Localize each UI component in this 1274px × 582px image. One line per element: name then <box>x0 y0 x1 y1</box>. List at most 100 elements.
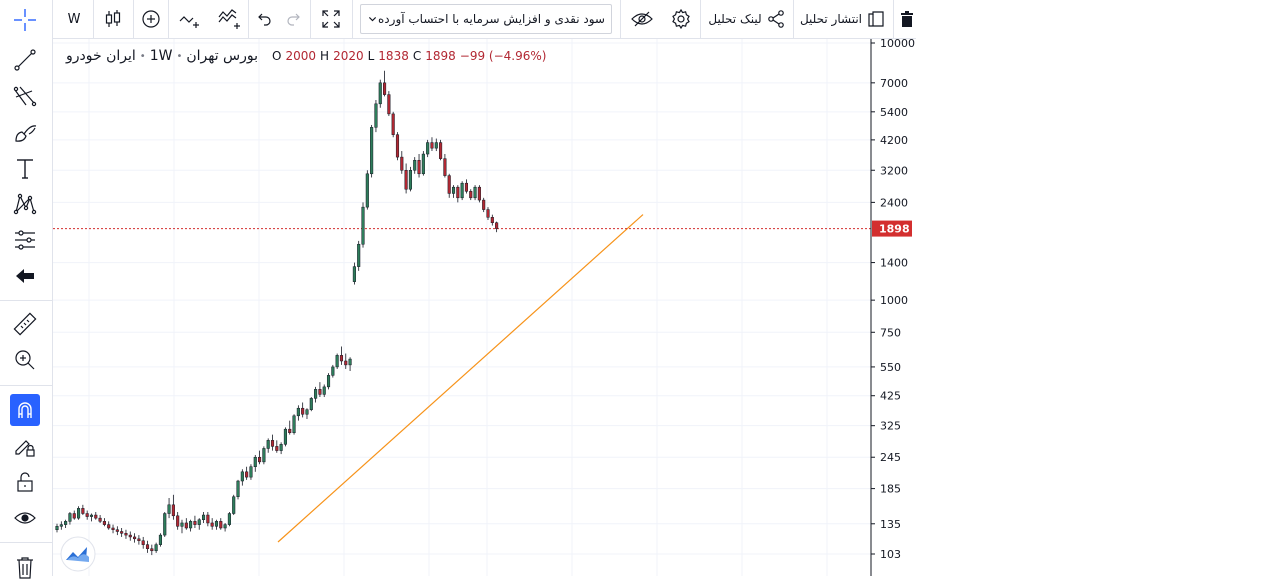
candle-body <box>214 521 219 527</box>
candle-body <box>378 82 382 105</box>
candle-body <box>133 536 137 540</box>
compare-button[interactable] <box>172 0 208 38</box>
candle <box>158 533 162 547</box>
trendline-drawing[interactable] <box>277 214 644 543</box>
candle <box>383 70 387 97</box>
candle-body <box>124 533 128 536</box>
back-tool[interactable] <box>8 260 42 292</box>
strategy-select[interactable]: سود نقدی و افزایش سرمایه با احتساب آورده <box>360 4 612 34</box>
interval-button[interactable]: W <box>56 0 92 38</box>
price-tick-label: 1400 <box>880 257 908 270</box>
candle <box>128 531 132 541</box>
publish-button[interactable]: انتشار تحلیل <box>797 0 889 38</box>
candle-body <box>89 514 94 517</box>
price-tick-label: 325 <box>880 420 901 433</box>
hide-all-drawings-button[interactable] <box>8 502 42 534</box>
remove-drawings-button[interactable] <box>8 550 42 582</box>
candle-body <box>150 548 154 552</box>
legend-open-label: O <box>272 49 282 63</box>
candle <box>115 526 119 536</box>
legend-symbol[interactable]: ایران خودرو <box>66 48 136 64</box>
candles-icon <box>105 10 121 27</box>
candle <box>201 512 206 523</box>
candle-body <box>464 182 468 192</box>
magnet-mode-button[interactable] <box>10 394 40 426</box>
candle <box>318 382 322 398</box>
candle-body <box>145 544 150 549</box>
chart-type-button[interactable] <box>96 0 130 38</box>
candle <box>141 536 145 549</box>
candle <box>387 91 391 117</box>
candle <box>426 139 430 158</box>
indicators-button[interactable] <box>212 0 246 38</box>
candle-body <box>283 428 287 445</box>
lock-all-drawings-button[interactable] <box>8 466 42 498</box>
pattern-icon <box>13 193 37 215</box>
candle <box>357 240 361 271</box>
candle-body <box>361 206 365 245</box>
crosshair-tool[interactable] <box>8 4 42 36</box>
candle-body <box>477 186 481 201</box>
price-chart[interactable]: 10000 7000 5400 4200 3200 2400 1400 1000 750 550 4… <box>53 39 915 576</box>
share-link-button[interactable]: لینک تحلیل <box>704 0 790 38</box>
pattern-tool[interactable] <box>8 188 42 220</box>
price-tick-label: 245 <box>880 451 901 464</box>
candle <box>460 181 464 201</box>
price-tick-label: 103 <box>880 548 901 561</box>
candle <box>55 523 59 533</box>
fib-tool[interactable] <box>8 80 42 112</box>
candle-body <box>219 521 223 529</box>
price-tick-label: 135 <box>880 518 901 531</box>
candle <box>68 512 72 525</box>
fib-icon <box>13 86 37 107</box>
candle <box>335 353 339 369</box>
legend-exchange: بورس تهران <box>186 48 259 64</box>
tradingview-logo-icon[interactable] <box>60 536 96 572</box>
candle <box>98 515 102 523</box>
add-indicator-button[interactable] <box>136 0 166 38</box>
current-price-tag: 1898 <box>872 220 912 237</box>
delete-button[interactable] <box>898 0 916 38</box>
settings-button[interactable] <box>664 0 698 38</box>
hide-drawings-button[interactable] <box>624 0 660 38</box>
candle-body <box>115 529 119 532</box>
price-tick-label: 2400 <box>880 196 908 209</box>
candle-body <box>301 407 305 415</box>
candle <box>482 197 486 213</box>
forecast-tool[interactable] <box>8 224 42 256</box>
candle <box>417 154 421 178</box>
keep-drawing-button[interactable] <box>8 430 42 462</box>
price-scale[interactable]: 10000 7000 5400 4200 3200 2400 1400 1000 750 550 4… <box>870 39 915 576</box>
fullscreen-button[interactable] <box>314 0 348 38</box>
redo-button[interactable] <box>280 0 306 38</box>
fullscreen-icon <box>322 10 340 28</box>
price-tick-label: 550 <box>880 361 901 374</box>
candle-body <box>331 366 335 376</box>
candle-body <box>314 389 318 399</box>
candle-body <box>391 113 395 135</box>
zoom-in-tool[interactable] <box>8 344 42 376</box>
price-tick-label: 7000 <box>880 77 908 90</box>
candle <box>361 202 365 248</box>
ruler-tool[interactable] <box>8 308 42 340</box>
candle <box>331 364 335 378</box>
text-tool[interactable] <box>8 152 42 184</box>
brush-tool[interactable] <box>8 116 42 148</box>
trendline-icon <box>14 49 36 71</box>
candle-body <box>249 466 253 478</box>
lock-drawing-icon <box>15 440 35 457</box>
candle-body <box>107 524 111 529</box>
candle <box>253 454 257 472</box>
candle <box>102 518 106 527</box>
candle-body <box>305 409 309 415</box>
candle-body <box>201 514 206 520</box>
trendline-tool[interactable] <box>8 44 42 76</box>
undo-button[interactable] <box>252 0 278 38</box>
candle <box>292 414 296 435</box>
candle <box>344 353 348 369</box>
candle <box>391 111 395 138</box>
price-tick-label: 425 <box>880 390 901 403</box>
candle-body <box>434 142 438 149</box>
candle-body <box>383 82 387 95</box>
add-indicator-icon <box>142 10 160 28</box>
